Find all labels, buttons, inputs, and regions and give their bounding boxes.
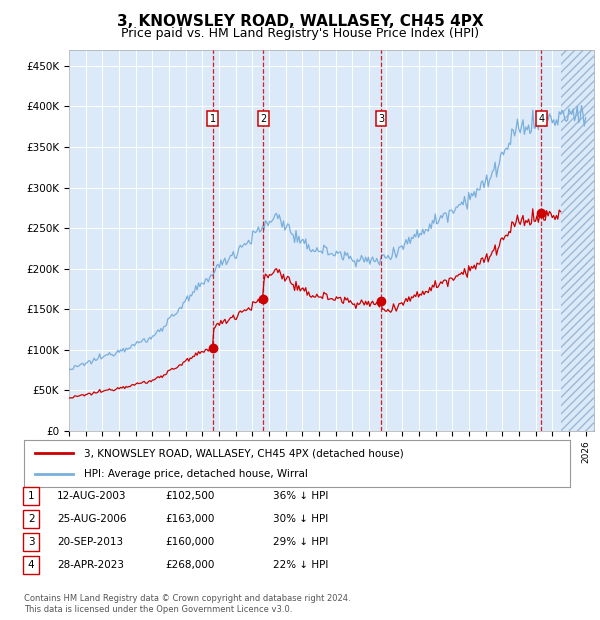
Text: 22% ↓ HPI: 22% ↓ HPI [273,560,328,570]
Text: 36% ↓ HPI: 36% ↓ HPI [273,491,328,501]
Text: 4: 4 [538,113,544,123]
Text: 2: 2 [260,113,266,123]
Text: 28-APR-2023: 28-APR-2023 [57,560,124,570]
Text: 12-AUG-2003: 12-AUG-2003 [57,491,127,501]
Text: £268,000: £268,000 [165,560,214,570]
Text: £102,500: £102,500 [165,491,214,501]
Text: 1: 1 [28,491,35,501]
Text: Contains HM Land Registry data © Crown copyright and database right 2024.
This d: Contains HM Land Registry data © Crown c… [24,595,350,614]
Text: 2: 2 [28,514,35,524]
Text: 29% ↓ HPI: 29% ↓ HPI [273,537,328,547]
Text: 3, KNOWSLEY ROAD, WALLASEY, CH45 4PX (detached house): 3, KNOWSLEY ROAD, WALLASEY, CH45 4PX (de… [84,448,404,458]
Text: 20-SEP-2013: 20-SEP-2013 [57,537,123,547]
Text: £160,000: £160,000 [165,537,214,547]
Text: 3, KNOWSLEY ROAD, WALLASEY, CH45 4PX: 3, KNOWSLEY ROAD, WALLASEY, CH45 4PX [116,14,484,29]
Text: £163,000: £163,000 [165,514,214,524]
Text: HPI: Average price, detached house, Wirral: HPI: Average price, detached house, Wirr… [84,469,308,479]
Text: Price paid vs. HM Land Registry's House Price Index (HPI): Price paid vs. HM Land Registry's House … [121,27,479,40]
Text: 25-AUG-2006: 25-AUG-2006 [57,514,127,524]
Text: 3: 3 [378,113,384,123]
Text: 3: 3 [28,537,35,547]
Text: 30% ↓ HPI: 30% ↓ HPI [273,514,328,524]
Text: 1: 1 [209,113,216,123]
Text: 4: 4 [28,560,35,570]
